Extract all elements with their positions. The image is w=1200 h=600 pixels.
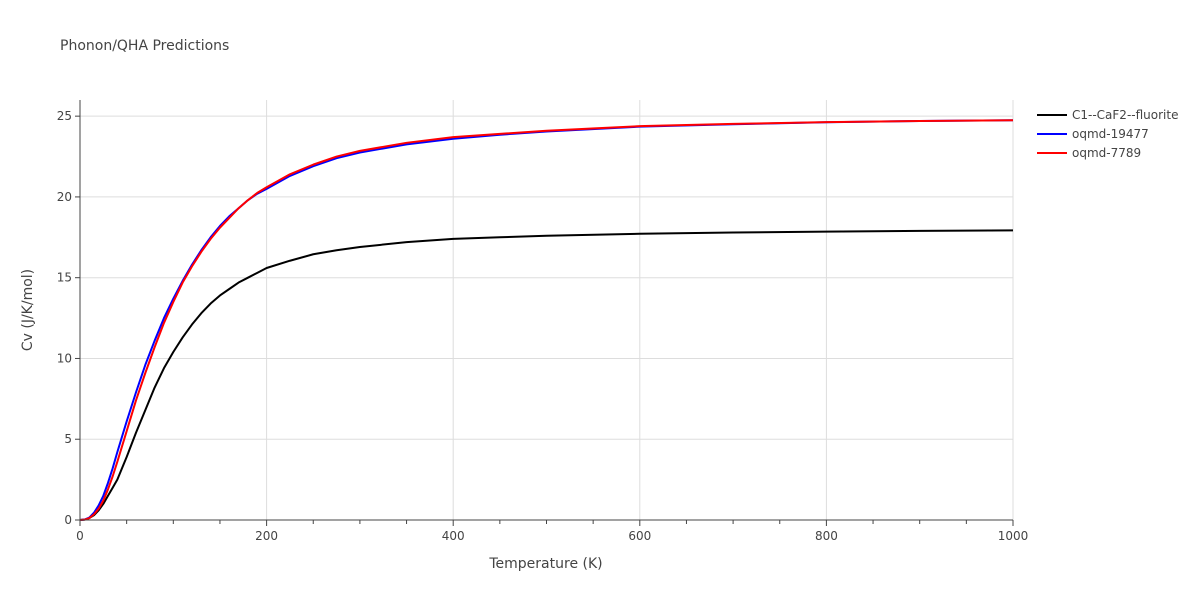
grid: [80, 100, 1014, 520]
legend[interactable]: C1--CaF2--fluorite oqmd-19477 oqmd-7789: [1037, 108, 1178, 160]
y-tick-label: 20: [57, 190, 72, 204]
series-line-1: [79, 119, 1014, 521]
legend-item-0[interactable]: C1--CaF2--fluorite: [1037, 108, 1178, 122]
chart-title: Phonon/QHA Predictions: [60, 38, 229, 54]
y-tick-label: 0: [64, 513, 72, 527]
legend-item-1[interactable]: oqmd-19477: [1037, 127, 1149, 141]
y-axis-title: Cv (J/K/mol): [20, 269, 36, 351]
x-tick-label: 400: [442, 529, 465, 543]
x-tick-label: 600: [628, 529, 651, 543]
x-tick-label: 0: [76, 529, 84, 543]
legend-label: oqmd-19477: [1072, 127, 1149, 141]
y-tick-label: 25: [57, 109, 72, 123]
plot-area: [79, 119, 1014, 521]
series-line-2: [79, 119, 1014, 521]
legend-label: C1--CaF2--fluorite: [1072, 108, 1178, 122]
x-axis-title: Temperature (K): [488, 556, 602, 572]
x-tick-label: 200: [255, 529, 278, 543]
legend-item-2[interactable]: oqmd-7789: [1037, 146, 1141, 160]
x-tick-label: 800: [815, 529, 838, 543]
x-axis-ticks: 0 200 400 600 800 1000: [76, 520, 1028, 543]
axes: [79, 100, 1013, 521]
y-axis-ticks: 0 5 10 15 20 25: [57, 109, 80, 527]
y-tick-label: 5: [64, 432, 72, 446]
x-tick-label: 1000: [998, 529, 1029, 543]
y-tick-label: 15: [57, 271, 72, 285]
series-line-0: [79, 229, 1014, 521]
legend-label: oqmd-7789: [1072, 146, 1141, 160]
y-tick-label: 10: [57, 351, 72, 365]
